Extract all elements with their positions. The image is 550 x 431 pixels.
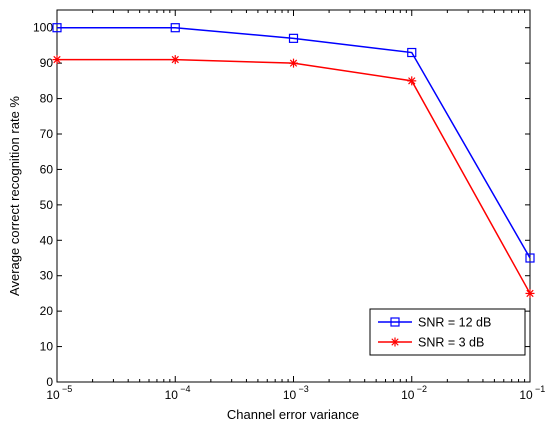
y-axis-label: Average correct recognition rate % bbox=[7, 96, 22, 296]
y-tick-label: 90 bbox=[40, 56, 54, 70]
data-point bbox=[407, 47, 417, 58]
x-tick-label: 10 bbox=[519, 388, 533, 402]
y-tick-label: 40 bbox=[40, 233, 54, 247]
legend-label: SNR = 3 dB bbox=[418, 336, 484, 350]
y-tick-label: 20 bbox=[40, 304, 54, 318]
legend-entry: SNR = 12 dB bbox=[378, 316, 491, 330]
series-1 bbox=[52, 23, 535, 263]
data-point bbox=[52, 23, 62, 33]
x-tick-exponent: −2 bbox=[417, 384, 427, 394]
series-layer bbox=[52, 23, 535, 298]
x-axis-label: Channel error variance bbox=[227, 407, 359, 422]
x-tick-label: 10 bbox=[401, 388, 415, 402]
marker-stroke bbox=[391, 338, 399, 346]
x-tick-exponent: −4 bbox=[180, 384, 190, 394]
y-tick-label: 70 bbox=[40, 127, 54, 141]
data-point bbox=[289, 58, 298, 68]
data-point bbox=[525, 253, 535, 263]
y-tick-label: 60 bbox=[40, 162, 54, 176]
marker-stroke bbox=[53, 55, 61, 64]
data-point bbox=[407, 76, 417, 86]
data-point bbox=[170, 55, 180, 65]
data-point bbox=[390, 337, 400, 347]
x-tick-label: 10 bbox=[165, 388, 179, 402]
x-tick-exponent: −5 bbox=[62, 384, 72, 394]
data-point bbox=[288, 33, 299, 43]
y-tick-label: 80 bbox=[40, 92, 54, 106]
legend-entry: SNR = 3 dB bbox=[378, 336, 484, 350]
marker-stroke bbox=[289, 59, 298, 67]
series-2 bbox=[52, 55, 535, 298]
y-tick-label: 30 bbox=[40, 269, 54, 283]
x-tick-exponent: −1 bbox=[535, 384, 545, 394]
data-point bbox=[170, 23, 180, 33]
data-point bbox=[52, 55, 62, 65]
y-tick-label: 0 bbox=[46, 375, 53, 389]
legend-items: SNR = 12 dB SNR = 3 dB bbox=[378, 316, 491, 350]
data-point bbox=[525, 288, 535, 298]
marker-stroke bbox=[526, 289, 534, 298]
y-tick-label: 100 bbox=[33, 21, 53, 35]
y-tick-label: 50 bbox=[40, 198, 54, 212]
marker-stroke bbox=[408, 77, 416, 85]
data-point bbox=[390, 317, 400, 327]
x-tick-exponent: −3 bbox=[299, 384, 309, 394]
y-tick-label: 10 bbox=[40, 340, 54, 354]
legend-box bbox=[369, 308, 526, 356]
marker-stroke bbox=[171, 55, 179, 64]
legend: SNR = 12 dB SNR = 3 dB bbox=[369, 308, 526, 356]
legend-label: SNR = 12 dB bbox=[418, 316, 491, 330]
x-tick-label: 10 bbox=[46, 388, 60, 402]
series-line bbox=[57, 26, 531, 259]
x-tick-label: 10 bbox=[283, 388, 297, 402]
